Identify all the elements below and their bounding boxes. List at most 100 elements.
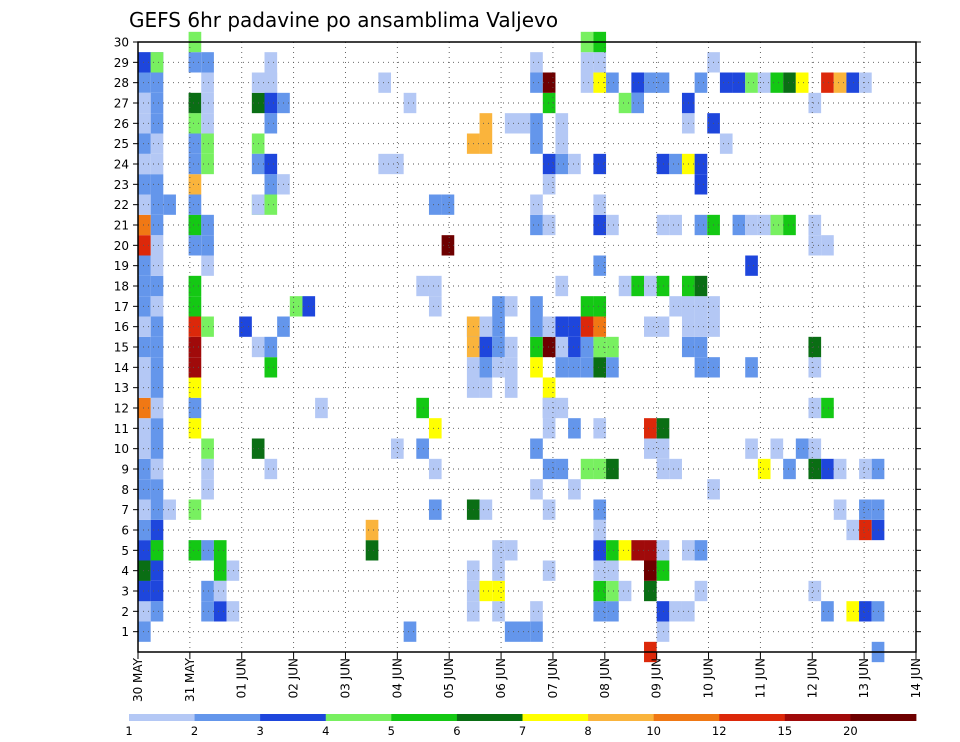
- cell-member-5-step-40: [618, 540, 632, 561]
- cell-member-28-step-42: [644, 72, 657, 93]
- cell-member-18-step-3: [150, 275, 164, 297]
- cell-member-22-step-4: [163, 194, 176, 215]
- cell-member-4-step-34: [542, 560, 556, 581]
- y-tick-label-23: 23: [114, 178, 129, 192]
- cell-member-25-step-3: [150, 133, 164, 154]
- cell-member-16-step-37: [580, 316, 594, 337]
- cell-member-9-step-51: [757, 458, 771, 480]
- cell-member-3-step-55: [808, 580, 822, 602]
- cell-member-10-step-52: [770, 438, 784, 459]
- cell-member-6-step-20: [365, 519, 379, 541]
- cell-member-15-step-6: [188, 336, 202, 358]
- x-axis: 30 MAY 31 MAY 01 JUN 02 JUN 03 JUN 04 JUN 05 J…: [131, 652, 923, 702]
- colorbar-segment-5: [456, 714, 523, 721]
- cell-member-20-step-2: [138, 235, 151, 256]
- cell-member-16-step-33: [530, 316, 543, 337]
- y-tick-label-28: 28: [114, 76, 129, 90]
- cell-member-28-step-38: [593, 72, 607, 93]
- y-tick-label-29: 29: [114, 56, 129, 70]
- cell-member-5-step-41: [631, 540, 645, 561]
- cell-member-28-step-39: [606, 72, 619, 93]
- x-tick-label-1: 31 MAY: [183, 657, 197, 702]
- cell-member-19-step-38: [593, 255, 607, 276]
- cell-member-25-step-35: [555, 133, 569, 154]
- cell-member-3-step-40: [618, 580, 632, 602]
- cell-member-5-step-20: [365, 540, 379, 561]
- cell-member-29-step-12: [264, 52, 278, 73]
- cell-member-9-step-59: [859, 458, 872, 480]
- x-tick-label-0: 30 MAY: [131, 657, 145, 702]
- y-tick-label-22: 22: [114, 198, 129, 212]
- cell-member-11-step-42: [644, 418, 657, 439]
- cell-member-5-step-43: [656, 540, 670, 561]
- cell-member-14-step-35: [555, 357, 569, 378]
- cell-member-8-step-7: [201, 479, 214, 500]
- y-tick-label-24: 24: [114, 158, 129, 172]
- cell-member-28-step-48: [719, 72, 733, 93]
- cell-member-29-step-7: [201, 52, 214, 73]
- cell-member-22-step-38: [593, 194, 607, 215]
- cell-member-28-step-54: [795, 72, 809, 93]
- cell-member-21-step-53: [783, 214, 796, 236]
- cell-member-29-step-38: [593, 52, 607, 73]
- y-tick-label-9: 9: [121, 463, 129, 477]
- cell-member-2-step-39: [606, 601, 619, 622]
- colorbar-label-8: 10: [646, 724, 661, 738]
- cell-member-2-step-44: [669, 601, 682, 622]
- cell-member-6-step-2: [138, 519, 151, 541]
- cell-member-14-step-3: [150, 357, 164, 378]
- cell-member-17-step-25: [428, 296, 442, 317]
- x-tick-label-4: 03 JUN: [338, 658, 352, 698]
- cell-member-5-step-31: [504, 540, 518, 561]
- cell-member-29-step-2: [138, 52, 151, 73]
- cell-member-9-step-2: [138, 458, 151, 480]
- x-tick-label-14: 13 JUN: [857, 658, 871, 698]
- cell-member-29-step-3: [150, 52, 164, 73]
- cell-member-15-step-35: [555, 336, 569, 358]
- cell-member-26-step-7: [201, 113, 214, 134]
- y-tick-label-5: 5: [121, 544, 129, 558]
- y-tick-label-4: 4: [121, 564, 129, 578]
- cell-member-3-step-46: [694, 580, 708, 602]
- cell-member-16-step-42: [644, 316, 657, 337]
- cell-member-8-step-33: [530, 479, 543, 500]
- cell-member-9-step-3: [150, 458, 164, 480]
- cell-member-22-step-2: [138, 194, 151, 215]
- y-tick-label-6: 6: [121, 524, 129, 538]
- cell-member-3-step-29: [479, 580, 493, 602]
- cell-member-7-step-38: [593, 499, 607, 520]
- cell-member-9-step-44: [669, 458, 682, 480]
- cell-member-28-step-7: [201, 72, 214, 93]
- cell-member-17-step-31: [504, 296, 518, 317]
- cell-member-22-step-3: [150, 194, 164, 215]
- cell-member-9-step-37: [580, 458, 594, 480]
- cell-member-14-step-36: [568, 357, 581, 378]
- cell-member-5-step-38: [593, 540, 607, 561]
- cell-member-24-step-2: [138, 153, 151, 175]
- cell-member-2-step-38: [593, 601, 607, 622]
- cell-member-28-step-21: [378, 72, 392, 93]
- cell-member-15-step-36: [568, 336, 581, 358]
- cell-member-9-step-55: [808, 458, 822, 480]
- cell-member-21-step-33: [530, 214, 543, 236]
- cell-member-27-step-7: [201, 92, 214, 114]
- colorbar-segment-6: [522, 714, 589, 721]
- cell-member-7-step-34: [542, 499, 556, 520]
- ensemble-precipitation-cells: [138, 31, 885, 663]
- cell-member-20-step-6: [188, 235, 202, 256]
- cell-member-4-step-42: [644, 560, 657, 581]
- cell-member-2-step-58: [846, 601, 860, 622]
- cell-member-16-step-7: [201, 316, 214, 337]
- cell-member-28-step-2: [138, 72, 151, 93]
- cell-member-28-step-59: [859, 72, 872, 93]
- y-tick-label-17: 17: [114, 300, 129, 314]
- cell-member-10-step-54: [795, 438, 809, 459]
- cell-member-24-step-46: [694, 153, 708, 175]
- cell-member-9-step-38: [593, 458, 607, 480]
- cell-member-16-step-36: [568, 316, 581, 337]
- colorbar-segment-2: [260, 714, 327, 721]
- cell-member-25-step-29: [479, 133, 493, 154]
- cell-member-18-step-40: [618, 275, 632, 297]
- cell-member-13-step-31: [504, 377, 518, 398]
